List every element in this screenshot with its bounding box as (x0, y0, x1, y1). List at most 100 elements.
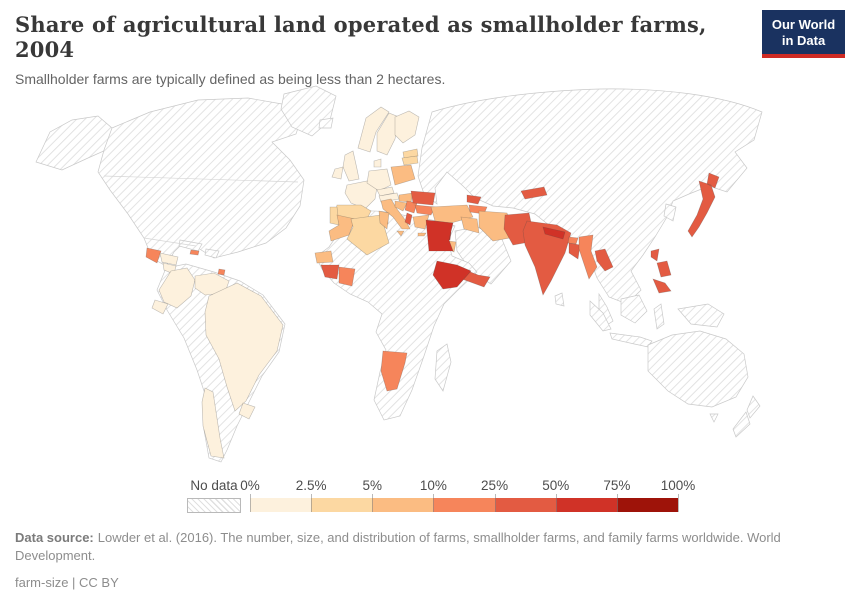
landmass-australia[interactable] (647, 330, 749, 408)
country-senegal[interactable] (314, 250, 334, 264)
legend-tick-label: 0% (240, 478, 260, 493)
legend-tick-label: 5% (362, 478, 383, 493)
country-ireland[interactable] (331, 166, 344, 180)
landmass-java[interactable] (609, 332, 653, 348)
country-nepal[interactable] (542, 226, 566, 240)
legend-tick-mark (250, 494, 251, 512)
country-romania[interactable] (410, 190, 436, 206)
country-ecuador[interactable] (151, 299, 169, 315)
landmass-north-america[interactable] (97, 97, 305, 267)
legend-bin-2.5-5%[interactable] (311, 498, 373, 512)
legend-bin-25-50%[interactable] (494, 498, 556, 512)
legend-tick-mark (678, 494, 679, 512)
country-denmark[interactable] (373, 158, 382, 168)
legend-bin-10-25%[interactable] (433, 498, 495, 512)
country-lithuania[interactable] (401, 155, 419, 166)
chart-header: Share of agricultural land operated as s… (15, 12, 755, 87)
legend-tick-mark (616, 494, 618, 512)
legend-tick-label: 10% (419, 478, 447, 493)
license-note: farm-size | CC BY (15, 575, 119, 591)
country-trinidad-and-tobago[interactable] (217, 268, 226, 276)
legend-tick-label: 50% (542, 478, 570, 493)
landmass-new-zealand-south[interactable] (732, 411, 751, 438)
legend-no-data-label: No data (190, 478, 238, 493)
country-india[interactable] (522, 220, 572, 296)
legend-bin-75-100%[interactable] (616, 498, 678, 512)
page-title: Share of agricultural land operated as s… (15, 12, 707, 63)
source-text: Lowder et al. (2016). The number, size, … (15, 530, 781, 564)
country-bhutan[interactable] (567, 236, 579, 245)
country-germany[interactable] (366, 168, 392, 192)
country-honduras[interactable] (159, 252, 179, 266)
legend-no-data: No data (186, 478, 242, 513)
country-brazil[interactable] (204, 282, 284, 412)
landmass-sri-lanka[interactable] (554, 292, 565, 307)
country-philippines[interactable] (650, 248, 672, 294)
country-bangladesh[interactable] (568, 242, 581, 260)
landmass-malay-peninsula[interactable] (598, 292, 614, 326)
chart-footer: Data source: Lowder et al. (2016). The nu… (15, 529, 785, 593)
country-norway[interactable] (357, 106, 390, 153)
legend-tick-mark (311, 494, 313, 512)
country-georgia[interactable] (466, 194, 482, 205)
country-tunisia[interactable] (378, 210, 390, 230)
legend-tick-label: 100% (660, 478, 696, 493)
country-egypt[interactable] (425, 219, 454, 252)
legend-tick-label: 75% (603, 478, 631, 493)
landmass-korea[interactable] (663, 203, 677, 222)
legend-tick-mark (555, 494, 557, 512)
legend-tick-label: 25% (481, 478, 509, 493)
landmass-hispaniola[interactable] (204, 248, 220, 259)
landmass-eurasia[interactable] (417, 88, 763, 305)
country-border-lines (103, 175, 299, 247)
landmass-borneo[interactable] (620, 294, 648, 324)
country-iraq[interactable] (460, 216, 480, 234)
country-guatemala[interactable] (145, 247, 162, 264)
country-laos[interactable] (594, 248, 614, 272)
country-hungary[interactable] (398, 192, 414, 203)
landmass-new-guinea[interactable] (677, 303, 725, 328)
landmass-iceland[interactable] (318, 117, 334, 129)
legend-bin-50-75%[interactable] (555, 498, 617, 512)
country-czechia[interactable] (376, 186, 395, 197)
country-japan[interactable] (687, 172, 720, 238)
country-jamaica[interactable] (189, 249, 200, 256)
legend-tick-mark (494, 494, 496, 512)
country-albania[interactable] (404, 212, 413, 226)
legend-tick-mark (433, 494, 435, 512)
source-line: Data source: Lowder et al. (2016). The nu… (15, 529, 785, 565)
landmass-sulawesi[interactable] (653, 303, 665, 330)
country-uruguay[interactable] (238, 402, 256, 420)
legend-tick-label: 2.5% (295, 478, 327, 493)
country-ethiopia[interactable] (432, 260, 472, 290)
legend-bin-5-10%[interactable] (372, 498, 434, 512)
country-myanmar[interactable] (578, 234, 598, 280)
country-cote-divoire[interactable] (338, 266, 356, 287)
owid-logo-line2: in Data (781, 32, 826, 48)
country-bulgaria[interactable] (414, 204, 436, 216)
country-namibia[interactable] (380, 350, 408, 392)
legend-no-data-swatch[interactable] (187, 498, 241, 513)
country-colombia[interactable] (158, 267, 196, 309)
landmass-sumatra[interactable] (589, 300, 612, 332)
owid-logo[interactable]: Our World in Data (762, 10, 845, 59)
country-chile[interactable] (201, 387, 225, 459)
country-latvia[interactable] (402, 148, 419, 159)
country-greece[interactable] (412, 214, 430, 237)
country-poland[interactable] (390, 164, 416, 186)
owid-logo-line1: Our World (771, 17, 836, 32)
country-kyrgyzstan[interactable] (520, 186, 548, 200)
legend-tick-mark (372, 494, 374, 512)
country-croatia[interactable] (394, 200, 408, 212)
country-finland[interactable] (394, 110, 420, 144)
landmass-tasmania[interactable] (709, 413, 719, 423)
landmass-new-zealand-north[interactable] (746, 395, 761, 419)
page-subtitle: Smallholder farms are typically defined … (15, 71, 446, 88)
country-sweden[interactable] (376, 112, 400, 156)
map-legend: No data 0% 2.5% 5% 10% 25% 50% 75% 100% (0, 478, 850, 518)
country-united-kingdom[interactable] (342, 150, 360, 182)
legend-color-scale: 0% 2.5% 5% 10% 25% 50% 75% 100% (240, 478, 695, 514)
landmass-madagascar[interactable] (434, 343, 452, 392)
legend-bin-0-2.5%[interactable] (250, 498, 312, 512)
country-guinea[interactable] (320, 264, 340, 280)
